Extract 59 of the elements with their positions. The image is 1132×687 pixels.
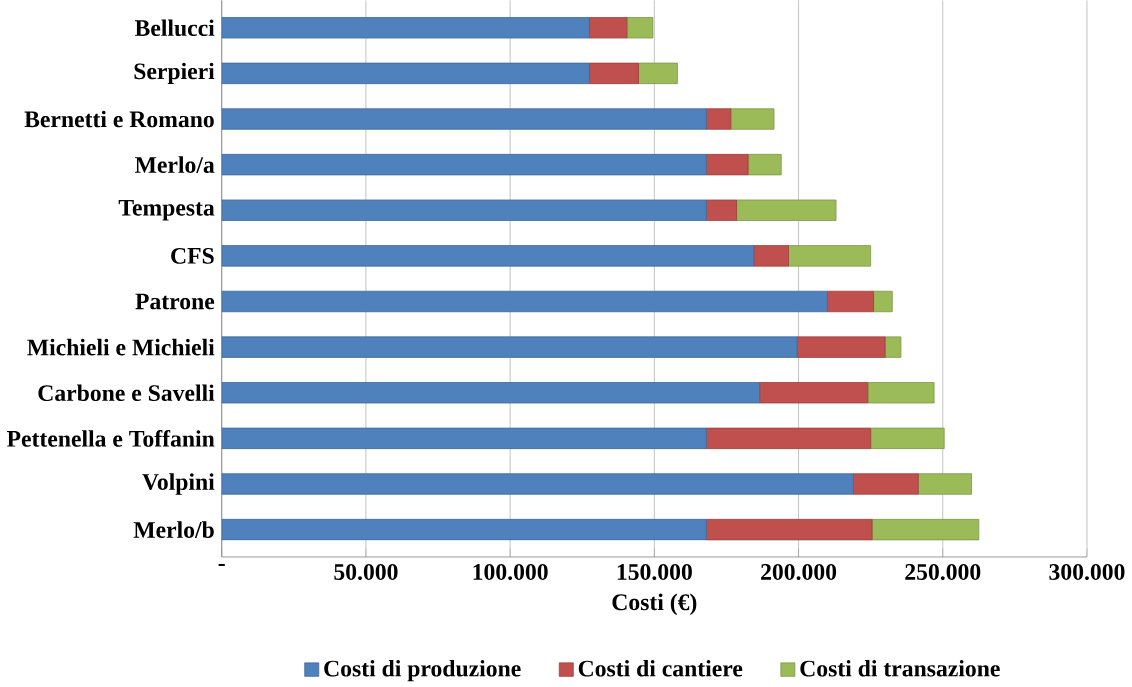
bar — [867, 382, 935, 404]
bar — [870, 427, 945, 449]
bar — [747, 153, 782, 176]
bar — [705, 199, 737, 221]
bar — [589, 62, 639, 84]
bar — [871, 518, 980, 541]
y-tick-label: Bellucci — [134, 19, 215, 37]
x-tick-label: 300.000 — [1049, 563, 1125, 580]
bar — [221, 153, 707, 176]
bar — [221, 245, 755, 267]
bar — [221, 199, 707, 221]
bar — [638, 62, 678, 84]
legend-label: Costi di cantiere — [578, 659, 743, 677]
y-tick-label: Patrone — [135, 293, 215, 310]
bar — [827, 290, 874, 313]
bar — [759, 382, 869, 404]
bar — [730, 108, 775, 130]
y-tick-label: CFS — [171, 247, 214, 264]
y-tick-label: Volpini — [142, 473, 215, 495]
bar — [917, 473, 972, 495]
bar — [884, 336, 902, 358]
bar — [753, 245, 789, 267]
y-tick-label: Bernetti e Romano — [24, 110, 214, 128]
bar — [873, 290, 893, 313]
bar — [221, 427, 707, 449]
bar — [221, 62, 590, 84]
bar — [221, 473, 854, 495]
bar — [626, 17, 654, 39]
bar — [221, 336, 798, 358]
y-tick-label: Serpieri — [134, 62, 215, 85]
x-axis-title: Costi (€) — [612, 593, 697, 615]
bar — [221, 382, 761, 404]
x-tick-label: 100.000 — [473, 563, 548, 580]
bar — [221, 17, 590, 39]
bar — [589, 17, 628, 39]
bar — [796, 336, 886, 358]
bar — [705, 108, 732, 130]
bar — [736, 199, 837, 221]
y-tick-label: Merlo/b — [133, 521, 214, 538]
y-tick-label: Carbone e Savelli — [38, 384, 215, 401]
y-tick-label: Merlo/a — [134, 156, 215, 173]
bar — [221, 108, 707, 130]
legend-label: Costi di transazione — [800, 659, 1000, 677]
bar — [705, 153, 749, 176]
bar — [705, 518, 873, 541]
x-tick-label: 150.000 — [617, 563, 692, 580]
y-tick-label: Michieli e Michieli — [27, 338, 215, 356]
x-tick-label: - — [218, 563, 225, 566]
y-tick-label: Pettenella e Toffanin — [6, 429, 215, 447]
bar — [705, 427, 872, 449]
y-tick-label: Tempesta — [118, 199, 215, 221]
x-tick-label: 50.000 — [334, 563, 398, 580]
x-tick-label: 200.000 — [761, 563, 837, 580]
bar — [852, 473, 919, 495]
x-tick-label: 250.000 — [905, 563, 981, 580]
bar — [788, 245, 872, 267]
bar — [221, 518, 707, 541]
bar — [221, 290, 828, 313]
legend-label: Costi di produzione — [324, 659, 521, 682]
